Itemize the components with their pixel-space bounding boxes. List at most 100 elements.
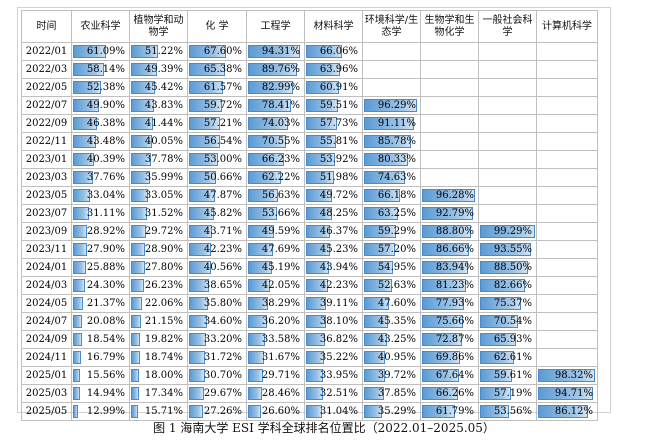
value-cell: 66.26% bbox=[420, 384, 479, 403]
value-cell: 57.19% bbox=[478, 384, 537, 403]
date-cell: 2024/07 bbox=[21, 312, 72, 331]
value-cell: 74.63% bbox=[362, 168, 421, 187]
data-bar bbox=[480, 243, 532, 256]
value-cell bbox=[420, 150, 479, 169]
value-cell bbox=[362, 42, 421, 61]
value-label: 53.92% bbox=[319, 154, 358, 165]
value-cell: 31.11% bbox=[71, 204, 130, 223]
value-cell bbox=[536, 312, 598, 331]
value-cell: 62.61% bbox=[478, 348, 537, 367]
data-bar bbox=[306, 351, 325, 364]
value-label: 85.78% bbox=[377, 136, 416, 147]
date-cell: 2023/05 bbox=[21, 186, 72, 205]
value-label: 58.14% bbox=[86, 64, 125, 75]
date-cell: 2024/05 bbox=[21, 294, 72, 313]
value-label: 77.93% bbox=[435, 298, 474, 309]
value-label: 49.39% bbox=[144, 64, 183, 75]
value-cell: 63.96% bbox=[304, 60, 363, 79]
value-cell: 67.60% bbox=[187, 42, 247, 61]
data-bar bbox=[248, 135, 287, 148]
data-bar bbox=[364, 207, 399, 220]
value-cell: 78.41% bbox=[246, 96, 305, 115]
value-cell: 53.56% bbox=[478, 402, 537, 421]
value-label: 39.11% bbox=[319, 298, 358, 309]
value-label: 86.66% bbox=[435, 244, 474, 255]
value-cell: 45.19% bbox=[246, 258, 305, 277]
value-label: 28.46% bbox=[261, 388, 300, 399]
value-cell bbox=[362, 60, 421, 79]
value-cell: 31.04% bbox=[304, 402, 363, 421]
value-cell: 29.67% bbox=[187, 384, 247, 403]
data-bar bbox=[364, 351, 386, 364]
table-row: 2024/09 18.54% 19.82% 33.20% 33.58% 36.82% 43.… bbox=[21, 330, 598, 349]
value-cell: 70.55% bbox=[246, 132, 305, 151]
value-cell: 21.15% bbox=[129, 312, 188, 331]
data-bar bbox=[306, 405, 322, 418]
data-bar bbox=[422, 279, 467, 292]
value-label: 33.20% bbox=[203, 334, 242, 345]
data-bar bbox=[248, 405, 262, 418]
data-bar bbox=[131, 297, 142, 310]
value-label: 45.19% bbox=[261, 262, 300, 273]
value-cell: 38.10% bbox=[304, 312, 363, 331]
data-bar bbox=[131, 333, 141, 346]
data-bar bbox=[364, 243, 395, 256]
data-bar bbox=[422, 369, 459, 382]
value-cell: 96.29% bbox=[362, 96, 421, 115]
value-cell: 99.29% bbox=[478, 222, 537, 241]
date-cell: 2024/01 bbox=[21, 258, 72, 277]
value-label: 47.60% bbox=[377, 298, 416, 309]
data-bar bbox=[422, 261, 468, 274]
data-bar bbox=[480, 387, 511, 400]
data-bar bbox=[364, 333, 387, 346]
value-label: 16.79% bbox=[86, 352, 125, 363]
data-bar bbox=[131, 225, 146, 238]
value-cell: 66.18% bbox=[362, 186, 421, 205]
value-cell: 65.38% bbox=[187, 60, 247, 79]
column-header: 化 学 bbox=[187, 10, 247, 43]
value-label: 46.38% bbox=[86, 118, 125, 129]
value-cell bbox=[420, 42, 479, 61]
value-label: 24.30% bbox=[86, 280, 125, 291]
value-label: 40.95% bbox=[377, 352, 416, 363]
value-label: 93.55% bbox=[493, 244, 532, 255]
value-cell: 52.63% bbox=[362, 276, 421, 295]
table-header-row: 时间 农业科学 植物学和动物学化 学工程学 材料科学 环境科学/生态学 生物学和生物化学一… bbox=[21, 10, 598, 43]
value-label: 66.26% bbox=[435, 388, 474, 399]
date-cell: 2024/03 bbox=[21, 276, 72, 295]
value-cell: 38.65% bbox=[187, 276, 247, 295]
value-label: 89.76% bbox=[261, 64, 300, 75]
date-cell: 2023/01 bbox=[21, 150, 72, 169]
value-label: 37.76% bbox=[86, 172, 125, 183]
table-row: 2022/05 52.38% 45.42% 61.57% 82.99% 60.91% bbox=[21, 78, 598, 97]
value-cell: 83.94% bbox=[420, 258, 479, 277]
value-cell: 47.87% bbox=[187, 186, 247, 205]
data-bar bbox=[131, 279, 144, 292]
value-cell: 81.23% bbox=[420, 276, 479, 295]
data-bar bbox=[538, 387, 593, 400]
value-cell: 94.71% bbox=[536, 384, 598, 403]
value-label: 49.59% bbox=[261, 226, 300, 237]
data-bar bbox=[480, 261, 529, 274]
value-label: 43.94% bbox=[319, 262, 358, 273]
value-cell: 93.55% bbox=[478, 240, 537, 259]
value-label: 88.50% bbox=[493, 262, 532, 273]
table-row: 2023/01 40.39% 37.78% 53.00% 66.23% 53.92% 80.… bbox=[21, 150, 598, 169]
value-cell: 28.92% bbox=[71, 222, 130, 241]
data-bar bbox=[189, 225, 213, 238]
data-bar bbox=[73, 153, 95, 166]
data-bar bbox=[73, 351, 81, 364]
value-cell bbox=[478, 78, 537, 97]
value-label: 51.22% bbox=[144, 46, 183, 57]
value-cell: 70.54% bbox=[478, 312, 537, 331]
value-cell: 45.82% bbox=[187, 204, 247, 223]
value-cell bbox=[536, 60, 598, 79]
value-cell bbox=[536, 78, 598, 97]
value-cell: 56.54% bbox=[187, 132, 247, 151]
data-bar bbox=[422, 243, 470, 256]
value-label: 15.56% bbox=[86, 370, 125, 381]
data-bar bbox=[422, 387, 458, 400]
column-header: 生物学和生物化学 bbox=[420, 10, 479, 43]
value-cell: 35.99% bbox=[129, 168, 188, 187]
data-bar bbox=[248, 333, 266, 346]
